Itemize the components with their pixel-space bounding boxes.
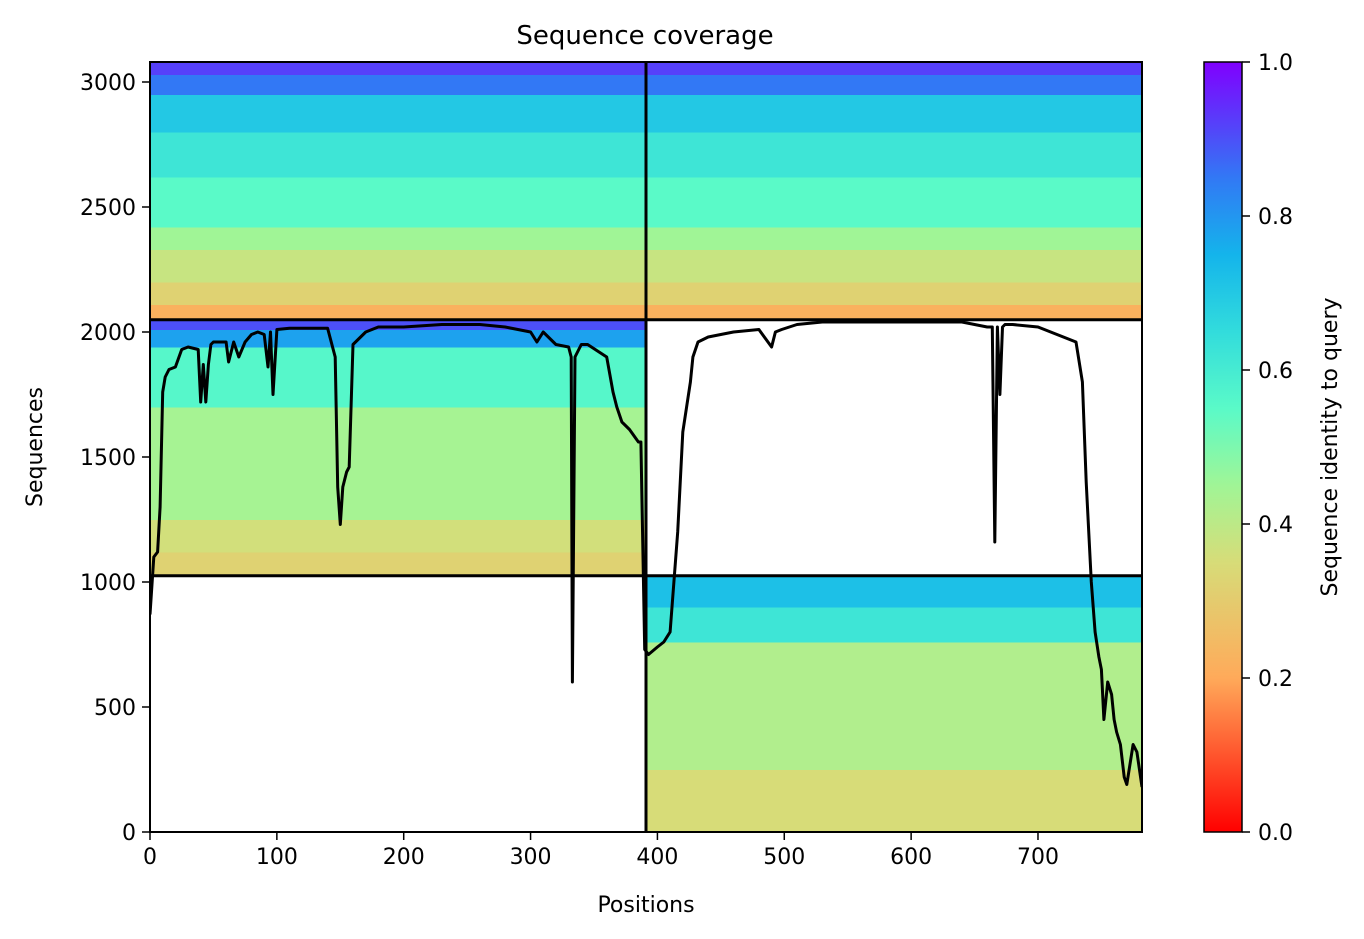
heatmap-band-2-3 [150,347,646,408]
heatmap-band-2-1 [150,519,646,553]
y-axis-ticks: 0 500 1000 1500 2000 2500 3000 [80,71,150,846]
heatmap-band-0-1 [150,282,646,305]
y-tick: 3000 [80,71,150,96]
x-tick-label: 700 [1017,845,1059,870]
heatmap-band-3-3 [646,575,1142,608]
plot-area [149,61,1143,833]
chart-title: Sequence coverage [516,21,773,51]
x-axis-ticks: 0 100 200 300 400 500 600 700 [143,832,1059,870]
heatmap-band-1-2 [646,249,1142,283]
x-tick: 700 [1017,832,1059,870]
y-tick: 2500 [80,196,150,221]
heatmap-band-0-5 [150,132,646,178]
x-tick-label: 200 [383,845,425,870]
heatmap-band-1-7 [646,74,1142,95]
coverage-line [150,320,1142,788]
y-tick: 500 [94,696,150,721]
x-axis-label: Positions [597,893,694,918]
x-tick: 500 [763,832,805,870]
y-tick-label: 500 [94,696,136,721]
colorbar-tick: 0.4 [1242,513,1293,538]
colorbar-tick-label: 1.0 [1258,51,1293,76]
colorbar-tick-label: 0.6 [1258,359,1293,384]
x-tick: 200 [383,832,425,870]
colorbar-tick-label: 0.0 [1258,821,1293,846]
heatmap-band-3-2 [646,607,1142,643]
y-tick-label: 1000 [80,571,136,596]
y-tick: 0 [122,821,150,846]
plot-frame [149,61,1143,833]
colorbar-tick: 0.6 [1242,359,1293,384]
colorbar-gradient [1203,61,1243,833]
colorbar: 0.0 0.2 0.4 0.6 0.8 1.0 Sequence identity to … [1203,51,1343,846]
colorbar-tick: 0.2 [1242,667,1293,692]
y-tick-label: 0 [122,821,136,846]
heatmap-band-2-2 [150,407,646,520]
colorbar-tick: 0.0 [1242,821,1293,846]
y-tick: 2000 [80,321,150,346]
heatmap-blocks [150,62,1142,832]
x-tick-label: 100 [256,845,298,870]
colorbar-ticks: 0.0 0.2 0.4 0.6 0.8 1.0 [1242,51,1293,846]
heatmap-band-2-5 [150,319,646,330]
x-tick-label: 500 [763,845,805,870]
heatmap-band-1-8 [646,62,1142,75]
heatmap-band-1-1 [646,282,1142,305]
x-tick: 400 [636,832,678,870]
heatmap-band-0-4 [150,177,646,228]
y-axis-label: Sequences [23,387,48,507]
y-tick-label: 3000 [80,71,136,96]
x-tick: 100 [256,832,298,870]
y-tick: 1000 [80,571,150,596]
heatmap-band-3-1 [646,642,1142,770]
y-tick: 1500 [80,446,150,471]
x-tick-label: 300 [510,845,552,870]
heatmap-band-1-4 [646,177,1142,228]
heatmap-band-2-0 [150,552,646,577]
heatmap-band-1-6 [646,94,1142,133]
block-separators [150,62,1142,832]
x-tick-label: 600 [890,845,932,870]
heatmap-band-0-6 [150,94,646,133]
x-tick-label: 0 [143,845,157,870]
colorbar-tick-label: 0.8 [1258,205,1293,230]
heatmap-band-2-4 [150,329,646,348]
y-tick-label: 2500 [80,196,136,221]
heatmap-band-1-3 [646,227,1142,250]
x-tick: 300 [510,832,552,870]
heatmap-band-3-0 [646,769,1142,832]
heatmap-band-0-8 [150,62,646,75]
heatmap-band-0-2 [150,249,646,283]
heatmap-band-0-0 [150,304,646,321]
y-tick-label: 1500 [80,446,136,471]
colorbar-tick-label: 0.4 [1258,513,1293,538]
x-tick: 600 [890,832,932,870]
heatmap-band-0-3 [150,227,646,250]
colorbar-tick-label: 0.2 [1258,667,1293,692]
x-tick: 0 [143,832,157,870]
colorbar-tick: 0.8 [1242,205,1293,230]
colorbar-label: Sequence identity to query [1318,297,1343,596]
heatmap-band-1-5 [646,132,1142,178]
colorbar-tick: 1.0 [1242,51,1293,76]
x-tick-label: 400 [636,845,678,870]
heatmap-band-0-7 [150,74,646,95]
y-tick-label: 2000 [80,321,136,346]
heatmap-band-1-0 [646,304,1142,321]
